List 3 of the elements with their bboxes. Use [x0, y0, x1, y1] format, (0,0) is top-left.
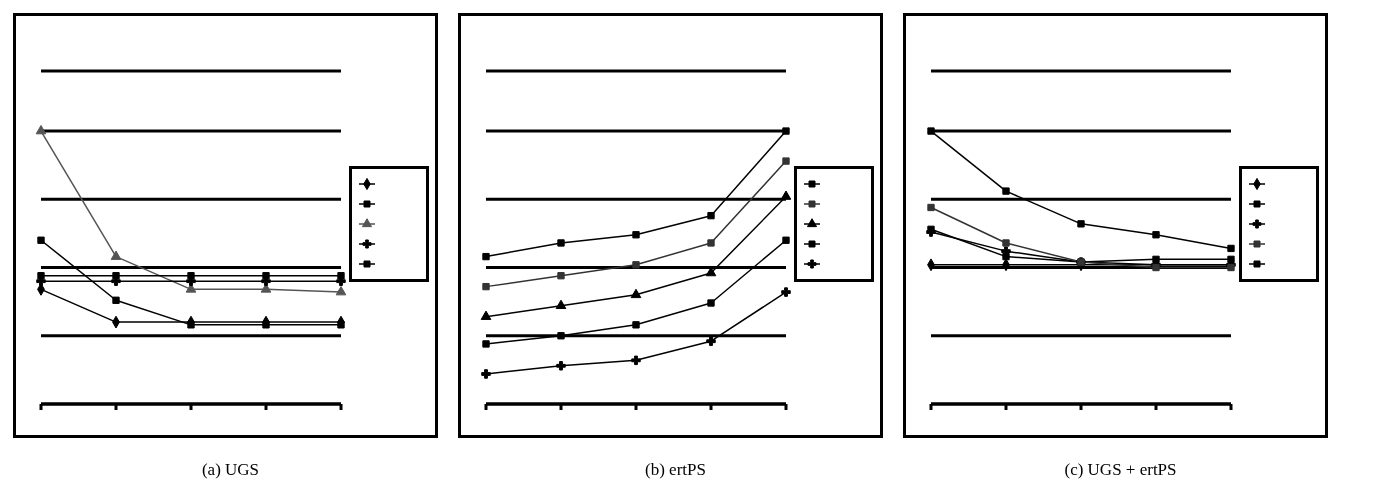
text: (a) UGS: [200, 460, 261, 480]
text: (c) UGS + ertPS: [1063, 460, 1178, 480]
text: (b) ertPS: [644, 460, 707, 480]
